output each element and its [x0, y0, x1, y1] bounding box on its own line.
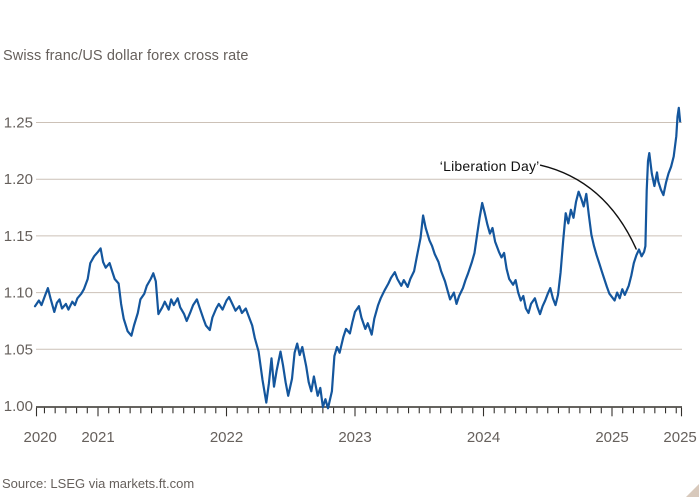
y-axis-label: 1.20 — [4, 171, 33, 188]
x-axis-label: 2023 — [338, 429, 371, 446]
x-axis-label: 2022 — [210, 429, 243, 446]
chart-title: Swiss franc/US dollar forex cross rate — [3, 48, 249, 64]
series-line — [33, 106, 682, 410]
annotation-liberation-day: ‘Liberation Day’ — [439, 157, 540, 174]
y-axis-label: 1.10 — [4, 285, 33, 302]
source-attribution: Source: LSEG via markets.ft.com — [2, 476, 195, 491]
y-axis-label: 1.25 — [4, 115, 33, 132]
x-axis-label: 2021 — [81, 429, 114, 446]
x-axis-label: 2024 — [467, 429, 500, 446]
x-axis-label: 2025 — [663, 429, 696, 446]
x-axis-label: 2025 — [595, 429, 628, 446]
x-axis-label: 2020 — [23, 429, 56, 446]
ft-corner-triangle-icon — [686, 484, 699, 497]
y-axis-label: 1.15 — [4, 228, 33, 245]
y-axis-label: 1.05 — [4, 341, 33, 358]
y-axis-label: 1.00 — [4, 398, 33, 415]
annotation-curve — [539, 164, 638, 250]
